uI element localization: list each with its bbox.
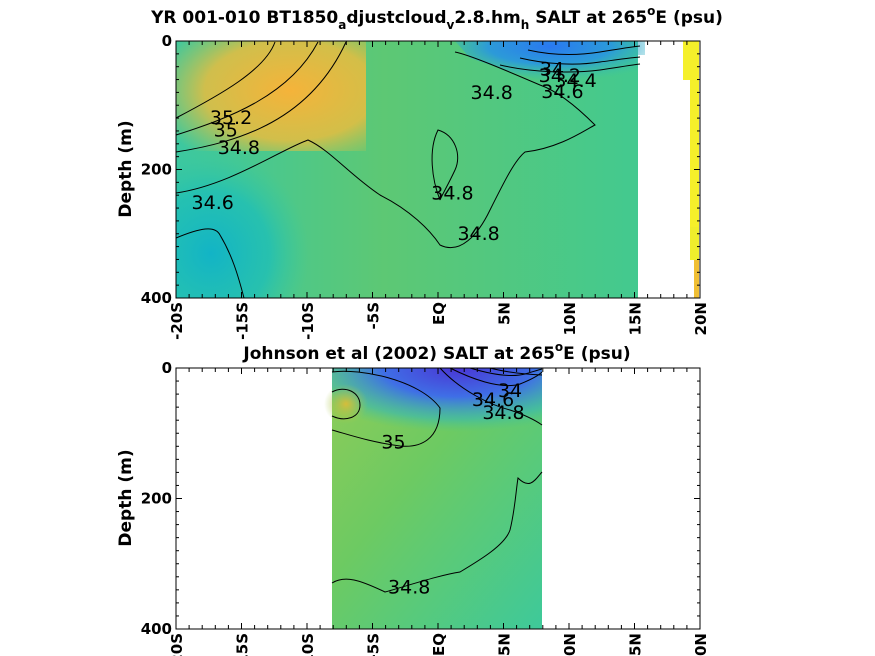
contour-label: 34.8: [471, 82, 513, 104]
y-tick-label: 400: [141, 620, 172, 638]
x-tick-label: -15S: [234, 633, 252, 656]
top-salinity-field: [176, 41, 645, 298]
contour-label: 34.8: [218, 137, 260, 159]
top-y-tick-labels: 0 200 400: [141, 32, 172, 307]
bottom-chart: Johnson et al (2002) SALT at 265oE (psu)…: [116, 340, 710, 656]
contour-label: 35: [381, 432, 405, 454]
bottom-x-tick-labels: -20S -15S -10S -5S EQ 5N 10N 15N 20N: [168, 633, 710, 656]
x-tick-label: -20S: [168, 302, 186, 340]
x-tick-label: 15N: [627, 633, 645, 656]
x-tick-label: 5N: [496, 302, 514, 325]
contour-label: 34.6: [192, 192, 234, 214]
x-tick-label: EQ: [430, 302, 448, 325]
x-tick-label: -10S: [299, 302, 317, 340]
x-tick-label: 20N: [692, 302, 710, 335]
x-tick-label: 10N: [561, 302, 579, 335]
x-tick-label: EQ: [430, 633, 448, 656]
contour-label: 34.8: [482, 402, 524, 424]
x-tick-label: -20S: [168, 633, 186, 656]
y-tick-label: 0: [162, 359, 172, 377]
contour-label: 34: [540, 58, 564, 80]
bottom-minor-ticks: [175, 367, 701, 630]
contour-label: 34.6: [541, 81, 583, 103]
top-contours: [175, 41, 641, 299]
contour-label: 34.6: [472, 389, 514, 411]
x-tick-label: -15S: [234, 302, 252, 340]
x-tick-label: -10S: [299, 633, 317, 656]
x-tick-label: -5S: [365, 302, 383, 329]
y-tick-label: 400: [141, 289, 172, 307]
top-chart: YR 001-010 BT1850adjustcloudv2.8.hmh SAL…: [116, 4, 723, 340]
contour-label: 34.8: [431, 182, 473, 204]
x-tick-label: -5S: [365, 633, 383, 656]
bottom-axes: [175, 367, 701, 630]
bottom-salinity-field: [324, 368, 542, 629]
top-title: YR 001-010 BT1850adjustcloudv2.8.hmh SAL…: [150, 4, 723, 32]
contour-label: 34.2: [539, 65, 581, 87]
x-tick-label: 10N: [561, 633, 579, 656]
x-tick-label: 20N: [692, 633, 710, 656]
y-tick-label: 0: [162, 32, 172, 50]
top-y-axis-label: Depth (m): [116, 120, 136, 217]
contour-label: 34.8: [388, 576, 430, 598]
contour-label: 34.4: [554, 70, 596, 92]
bottom-title: Johnson et al (2002) SALT at 265oE (psu): [242, 340, 630, 364]
contour-label: 34: [498, 380, 522, 402]
bottom-y-tick-labels: 0 200 400: [141, 359, 172, 638]
contour-label: 35: [214, 119, 238, 141]
y-tick-label: 200: [141, 161, 172, 179]
contour-label: 35.2: [210, 107, 252, 129]
bottom-y-axis-label: Depth (m): [116, 449, 136, 546]
top-x-tick-labels: -20S -15S -10S -5S EQ 5N 10N 15N 20N: [168, 302, 710, 340]
top-minor-ticks: [175, 40, 701, 299]
top-side-strip: [683, 41, 699, 298]
x-tick-label: 5N: [496, 633, 514, 656]
contour-label: 34.8: [457, 223, 499, 245]
bottom-contours: [331, 367, 543, 593]
x-tick-label: 15N: [627, 302, 645, 335]
top-axes: [175, 40, 701, 299]
y-tick-label: 200: [141, 490, 172, 508]
